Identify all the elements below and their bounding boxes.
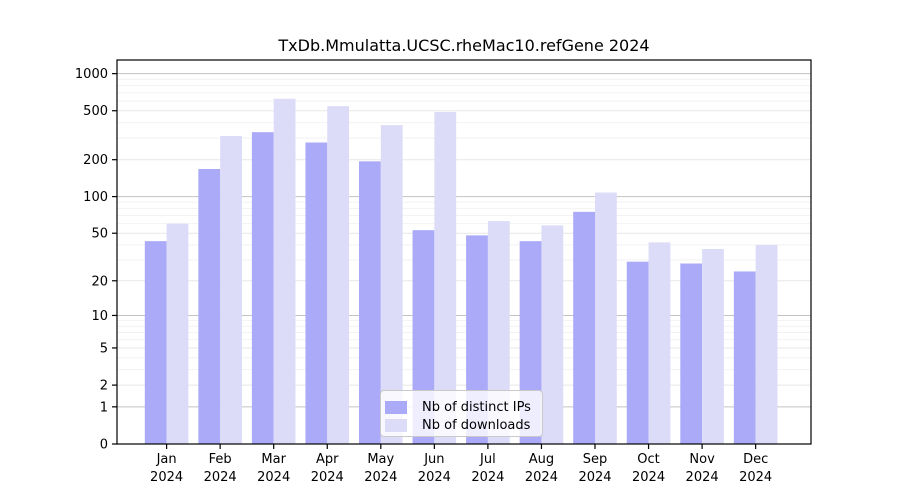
- bar-downloads: [487, 221, 510, 444]
- x-tick-label-year: 2024: [739, 470, 772, 485]
- x-tick-label-year: 2024: [525, 470, 558, 485]
- legend-label-downloads: Nb of downloads: [422, 417, 531, 433]
- bar-distinct-ips: [198, 168, 221, 444]
- x-tick-label-year: 2024: [204, 470, 237, 485]
- bar-distinct-ips: [144, 241, 167, 444]
- x-tick-label-month: Mar: [261, 452, 286, 467]
- x-tick-label-month: Jul: [479, 452, 496, 467]
- bar-downloads: [380, 125, 403, 445]
- legend-label-distinct-ips: Nb of distinct IPs: [422, 400, 531, 416]
- x-tick-label-year: 2024: [418, 470, 451, 485]
- x-tick-label-month: Feb: [209, 452, 232, 467]
- bar-distinct-ips: [359, 161, 381, 444]
- bar-downloads: [273, 98, 296, 445]
- bar-downloads: [648, 242, 671, 444]
- x-tick-label-month: Jan: [156, 452, 177, 467]
- x-tick-label-month: Dec: [743, 452, 768, 467]
- bar-downloads: [220, 135, 242, 445]
- x-tick-label-year: 2024: [311, 470, 344, 485]
- y-tick-label: 20: [91, 274, 108, 289]
- x-tick-label-month: Nov: [689, 452, 715, 467]
- y-tick-label: 2: [100, 379, 108, 394]
- x-tick-label-month: Jun: [423, 452, 444, 467]
- bar-downloads: [702, 248, 724, 444]
- y-tick-label: 5: [100, 341, 108, 356]
- x-tick-label-month: May: [367, 452, 394, 467]
- x-tick-label-year: 2024: [471, 470, 504, 485]
- x-tick-label-month: Oct: [637, 452, 659, 467]
- y-tick-label: 200: [83, 153, 108, 168]
- x-tick-label-year: 2024: [632, 470, 665, 485]
- bar-distinct-ips: [680, 263, 703, 444]
- bar-distinct-ips: [573, 211, 595, 444]
- plot-frame: [116, 59, 812, 445]
- y-tick-label: 500: [83, 104, 108, 119]
- bar-distinct-ips: [305, 142, 328, 444]
- legend: Nb of distinct IPs Nb of downloads: [380, 390, 543, 437]
- x-tick-label-year: 2024: [686, 470, 719, 485]
- x-tick-label-month: Aug: [529, 452, 554, 467]
- bar-downloads: [434, 111, 457, 444]
- x-tick-label-year: 2024: [150, 470, 183, 485]
- legend-item-downloads: Nb of downloads: [385, 417, 538, 435]
- x-tick-label-year: 2024: [578, 470, 611, 485]
- x-tick-label-year: 2024: [257, 470, 290, 485]
- bar-distinct-ips: [733, 271, 756, 444]
- x-tick-label-year: 2024: [364, 470, 397, 485]
- x-tick-label-month: Sep: [583, 452, 608, 467]
- bar-downloads: [541, 225, 564, 444]
- bar-downloads: [595, 192, 617, 444]
- legend-swatch-downloads: [385, 418, 407, 432]
- legend-item-distinct-ips: Nb of distinct IPs: [385, 399, 538, 417]
- bar-distinct-ips: [626, 261, 649, 444]
- bar-downloads: [166, 223, 189, 444]
- y-tick-label: 0: [100, 438, 108, 453]
- legend-swatch-distinct-ips: [385, 401, 407, 415]
- chart-title: TxDb.Mmulatta.UCSC.rheMac10.refGene 2024: [278, 36, 650, 55]
- y-tick-label: 1000: [75, 67, 108, 82]
- bar-downloads: [755, 244, 778, 444]
- y-tick-label: 1: [100, 400, 108, 415]
- x-tick-label-month: Apr: [316, 452, 339, 467]
- bar-downloads: [327, 106, 350, 445]
- y-tick-label: 10: [91, 309, 108, 324]
- y-tick-label: 50: [91, 227, 108, 242]
- bar-distinct-ips: [251, 132, 274, 444]
- y-tick-label: 100: [83, 190, 108, 205]
